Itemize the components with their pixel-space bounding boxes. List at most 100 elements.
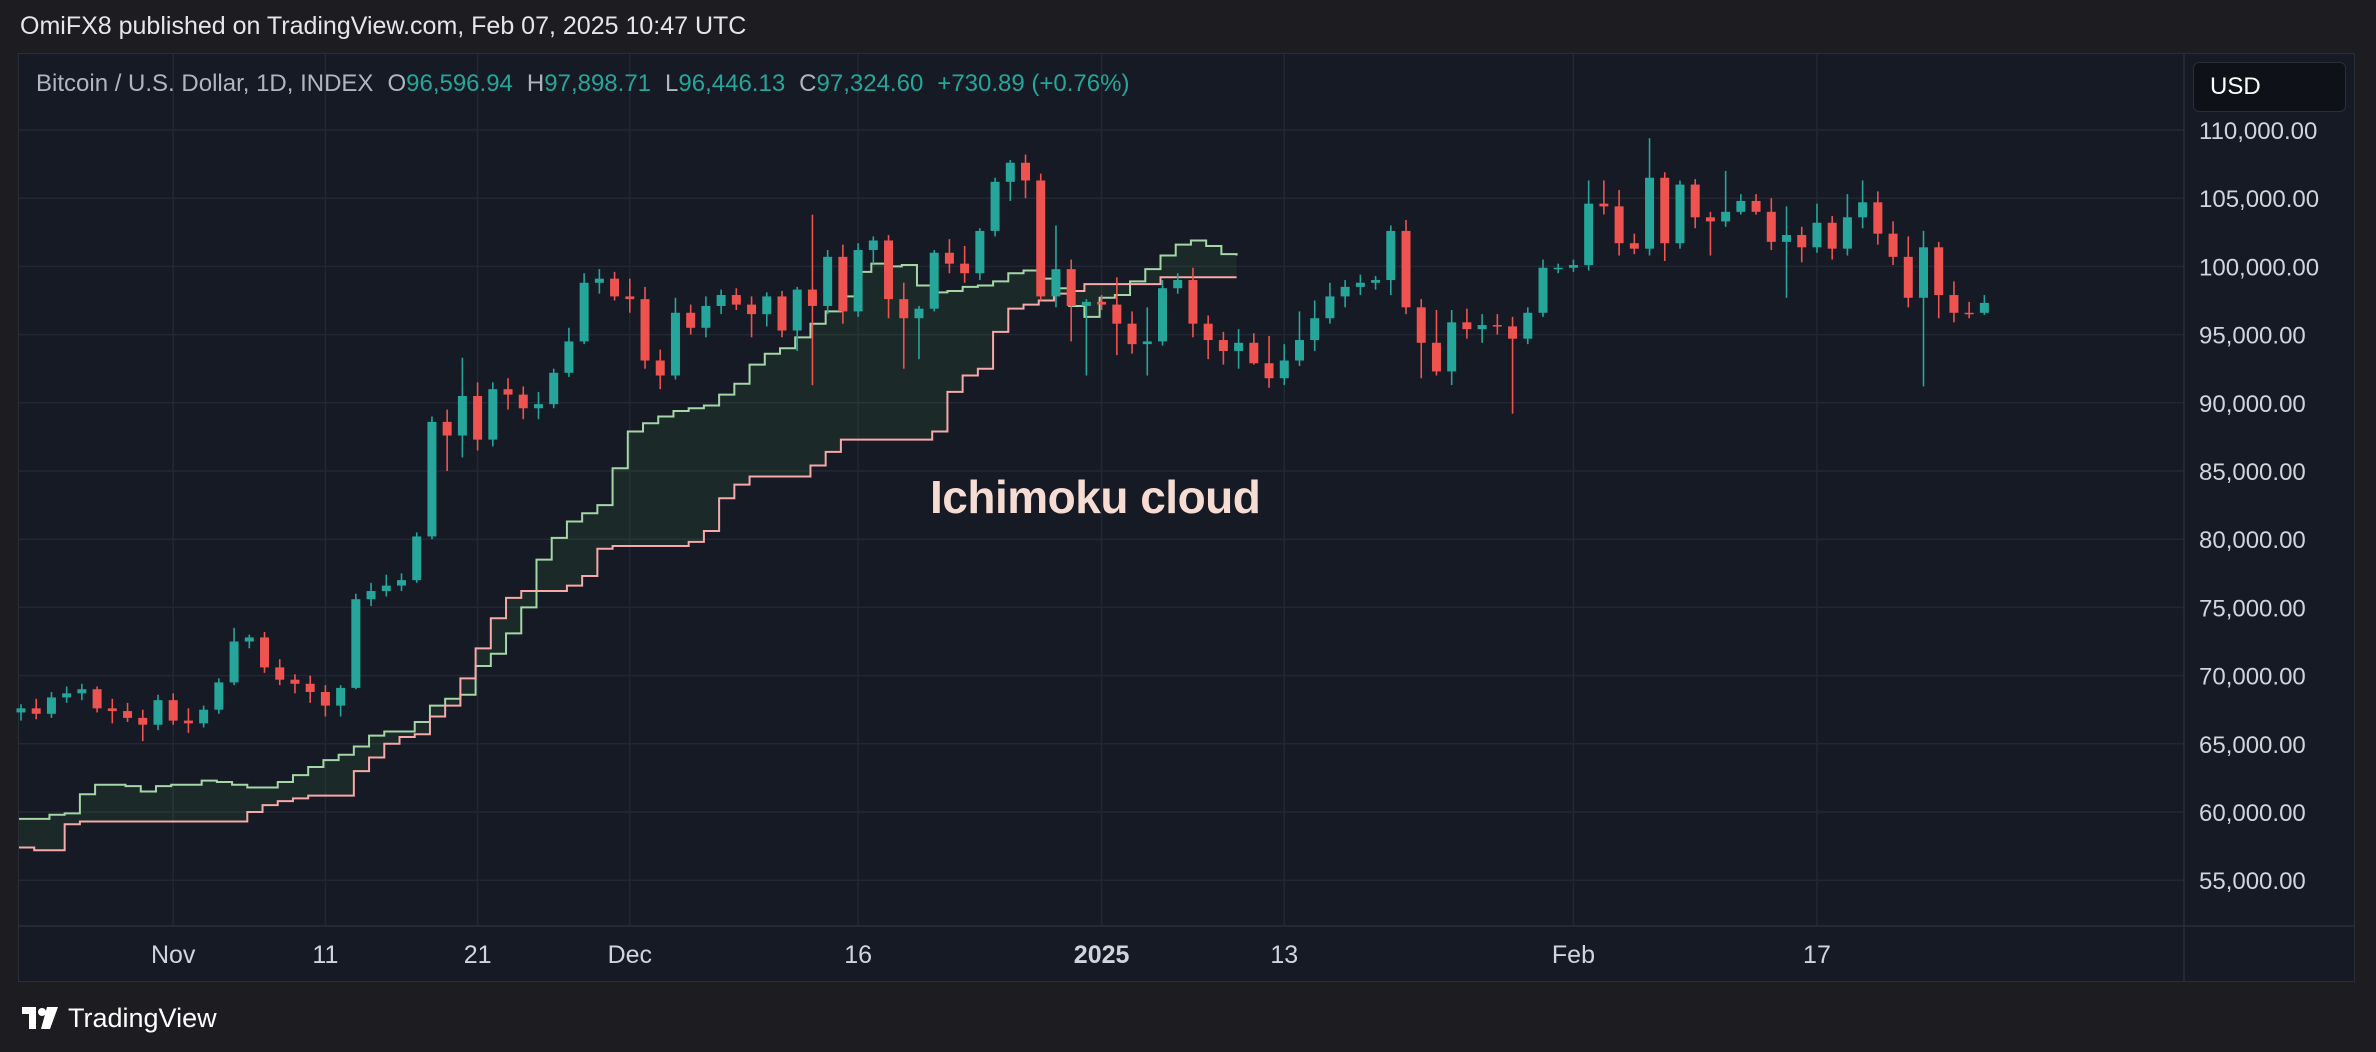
candle-body: [1964, 312, 1974, 315]
y-tick-label: 90,000.00: [2199, 391, 2306, 418]
candle-body: [457, 395, 467, 436]
chart-pane[interactable]: [18, 53, 2355, 982]
candle-body: [1568, 265, 1578, 268]
candle-body: [1218, 340, 1228, 351]
candle-body: [1173, 280, 1183, 289]
candle-body: [716, 295, 726, 306]
candle-body: [153, 700, 163, 725]
candle-body: [427, 421, 437, 537]
candle-body: [762, 296, 772, 315]
open-value: 96,596.94: [406, 70, 513, 97]
x-tick-label: 11: [312, 941, 338, 969]
candle-body: [1355, 282, 1365, 287]
symbol-label[interactable]: Bitcoin / U.S. Dollar, 1D, INDEX: [36, 70, 374, 97]
candle-body: [214, 682, 224, 710]
candle-body: [929, 252, 939, 309]
candle-body: [1888, 233, 1898, 257]
y-tick-label: 85,000.00: [2199, 459, 2306, 486]
candle-body: [1979, 302, 1989, 313]
y-tick-label: 70,000.00: [2199, 664, 2306, 691]
candle-body: [199, 709, 209, 724]
candle-body: [975, 230, 985, 274]
candle-body: [701, 305, 711, 328]
span-b-line: [19, 276, 1237, 852]
y-tick-label: 100,000.00: [2199, 254, 2319, 281]
candle-body: [838, 256, 848, 312]
candle-body: [1736, 200, 1746, 212]
candle-body: [290, 679, 300, 684]
candle-body: [366, 591, 376, 600]
candle-body: [1508, 326, 1518, 339]
candle-body: [1431, 342, 1441, 372]
candle-body: [138, 717, 148, 725]
candle-body: [1949, 295, 1959, 313]
candle-body: [1294, 340, 1304, 361]
candle-body: [670, 312, 680, 376]
candle-body: [488, 389, 498, 440]
candle-body: [1812, 222, 1822, 248]
candle-body: [1310, 318, 1320, 341]
candle-body: [275, 667, 285, 680]
candle-body: [1249, 342, 1259, 364]
candle-body: [1842, 217, 1852, 249]
candle-body: [625, 296, 635, 300]
candle-body: [1325, 296, 1335, 319]
candle-body: [1021, 162, 1031, 181]
candle-body: [1523, 312, 1533, 339]
candle-body: [1705, 217, 1715, 222]
candle-body: [1142, 341, 1152, 345]
candle-body: [610, 278, 620, 297]
candle-body: [1097, 301, 1107, 305]
candle-body: [549, 372, 559, 405]
candle-body: [960, 263, 970, 274]
candle-body: [107, 708, 117, 712]
candle-body: [1858, 202, 1868, 218]
candle-body: [92, 689, 102, 709]
ichimoku-annotation: Ichimoku cloud: [930, 471, 1261, 523]
y-tick-label: 65,000.00: [2199, 732, 2306, 759]
y-tick-label: 110,000.00: [2199, 118, 2317, 145]
x-tick-label: Nov: [151, 941, 196, 969]
candle-body: [77, 689, 87, 694]
candle-body: [884, 240, 894, 300]
candle-body: [229, 641, 239, 683]
candle-body: [1386, 230, 1396, 281]
change-value: +730.89 (+0.76%): [937, 70, 1130, 97]
candle-body: [594, 278, 604, 283]
candle-body: [564, 341, 574, 373]
close-label: C: [799, 70, 817, 97]
header-bar: OmiFX8 published on TradingView.com, Feb…: [0, 0, 2376, 52]
y-tick-label: 105,000.00: [2199, 186, 2319, 213]
x-tick-label: 16: [844, 941, 872, 969]
x-tick-label: 2025: [1074, 941, 1130, 969]
candle-body: [1462, 322, 1472, 330]
candle-body: [46, 697, 56, 714]
candle-body: [1081, 301, 1091, 306]
candle-body: [1690, 184, 1700, 218]
candle-body: [792, 289, 802, 331]
x-tick-label: Feb: [1552, 941, 1595, 969]
footer-brand[interactable]: TradingView: [20, 998, 217, 1038]
candle-body: [1416, 307, 1426, 343]
candle-body: [1919, 247, 1928, 298]
candle-body: [244, 637, 254, 642]
candle-body: [1477, 325, 1487, 330]
y-tick-label: 60,000.00: [2199, 800, 2306, 827]
candle-body: [1782, 235, 1792, 242]
candle-body: [1660, 177, 1670, 244]
candle-body: [1934, 247, 1944, 296]
candle-body: [777, 296, 787, 331]
candle-body: [412, 536, 422, 581]
low-value: 96,446.13: [678, 70, 786, 97]
candle-body: [305, 683, 315, 692]
currency-button[interactable]: USD: [2193, 62, 2346, 112]
candle-body: [1447, 322, 1457, 372]
candle-body: [868, 240, 878, 251]
candle-body: [686, 312, 696, 328]
candle-body: [1279, 360, 1289, 379]
candle-body: [1645, 177, 1655, 249]
candle-body: [183, 720, 193, 724]
ohlc-legend: Bitcoin / U.S. Dollar, 1D, INDEX O 96,59…: [36, 70, 1129, 98]
candle-body: [853, 250, 863, 312]
